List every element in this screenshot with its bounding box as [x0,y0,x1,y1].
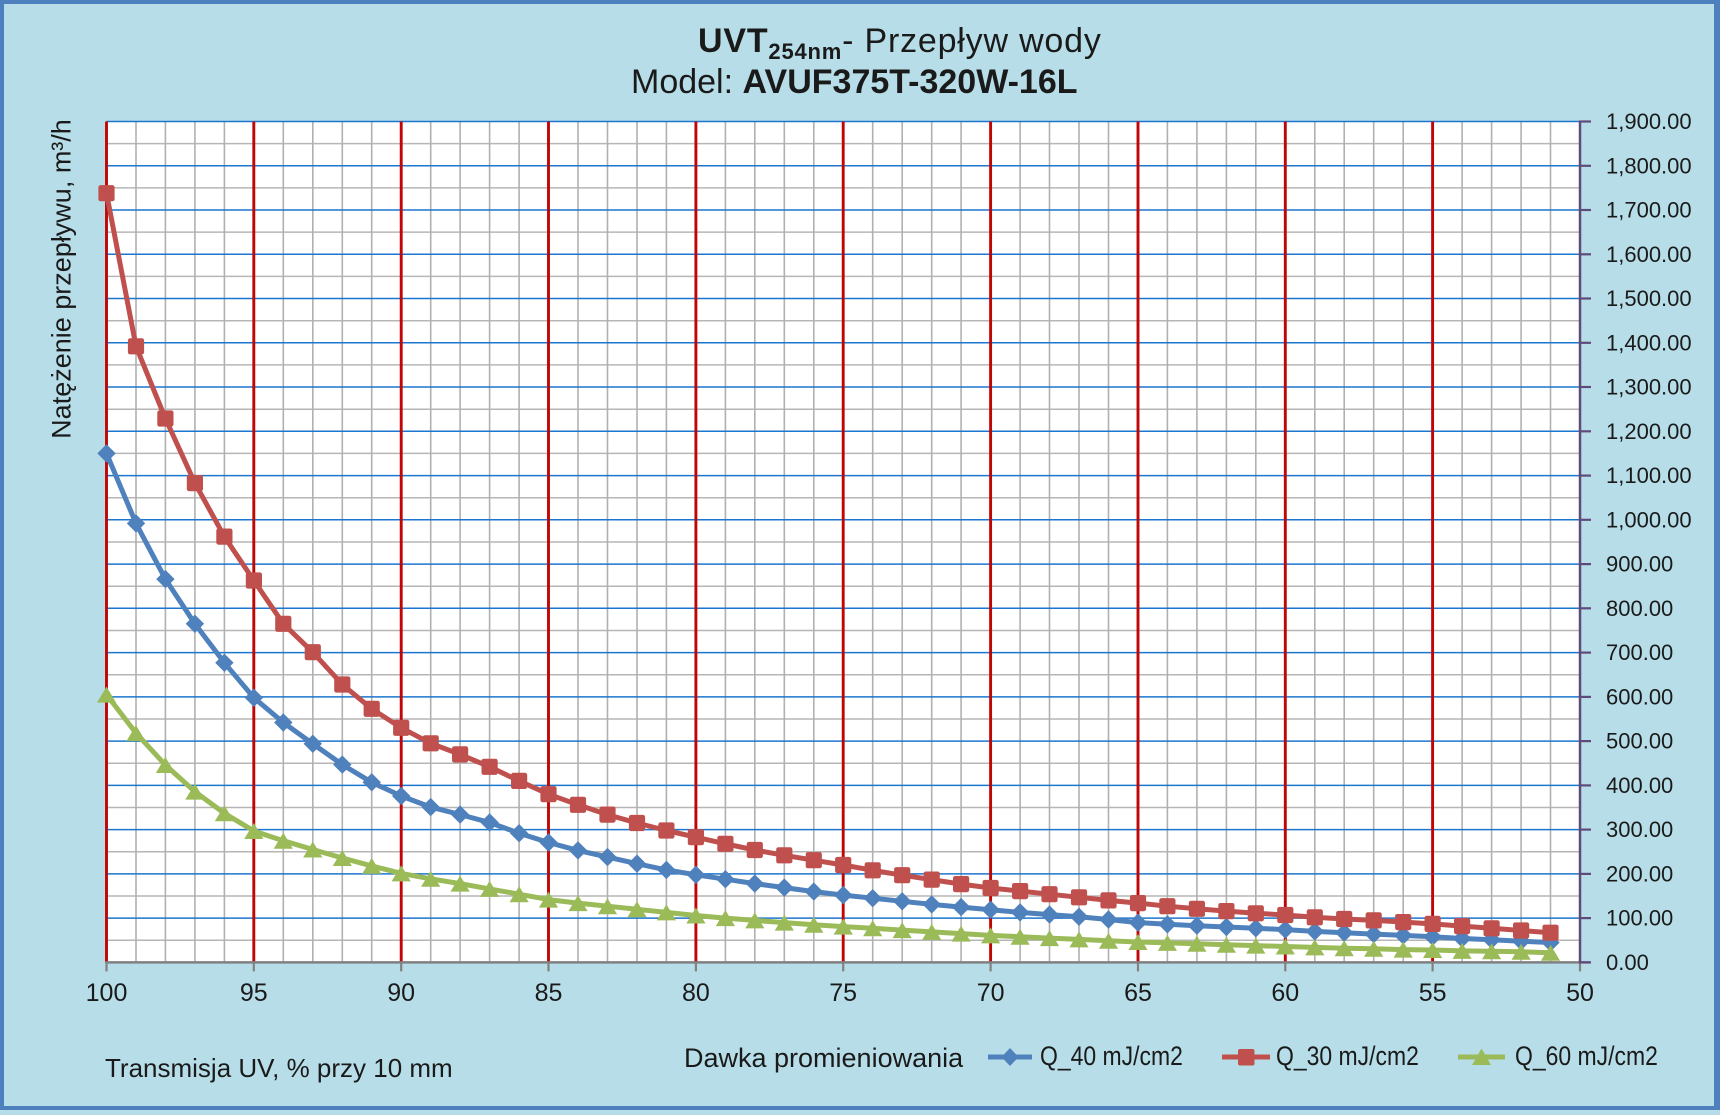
svg-text:600.00: 600.00 [1606,684,1673,709]
svg-text:1,800.00: 1,800.00 [1606,153,1692,178]
svg-text:55: 55 [1419,979,1447,1007]
svg-text:100: 100 [86,979,128,1007]
svg-text:1,400.00: 1,400.00 [1606,330,1692,355]
svg-text:1,300.00: 1,300.00 [1606,375,1692,400]
svg-text:500.00: 500.00 [1606,729,1673,754]
svg-text:65: 65 [1124,979,1152,1007]
svg-text:1,600.00: 1,600.00 [1606,242,1692,267]
svg-text:900.00: 900.00 [1606,552,1673,577]
svg-text:700.00: 700.00 [1606,640,1673,665]
svg-text:50: 50 [1566,979,1594,1007]
svg-text:200.00: 200.00 [1606,861,1673,886]
svg-text:1,000.00: 1,000.00 [1606,507,1692,532]
svg-text:90: 90 [387,979,415,1007]
svg-text:400.00: 400.00 [1606,773,1673,798]
svg-text:95: 95 [240,979,268,1007]
svg-text:100.00: 100.00 [1606,906,1673,931]
svg-text:80: 80 [682,979,710,1007]
svg-text:60: 60 [1271,979,1299,1007]
svg-text:1,200.00: 1,200.00 [1606,419,1692,444]
svg-text:300.00: 300.00 [1606,817,1673,842]
svg-text:1,500.00: 1,500.00 [1606,286,1692,311]
svg-text:0.00: 0.00 [1606,950,1649,975]
svg-text:1,900.00: 1,900.00 [1606,109,1692,134]
svg-text:1,700.00: 1,700.00 [1606,198,1692,223]
svg-text:800.00: 800.00 [1606,596,1673,621]
svg-text:70: 70 [977,979,1005,1007]
svg-text:75: 75 [829,979,857,1007]
svg-text:85: 85 [535,979,563,1007]
svg-text:1,100.00: 1,100.00 [1606,463,1692,488]
